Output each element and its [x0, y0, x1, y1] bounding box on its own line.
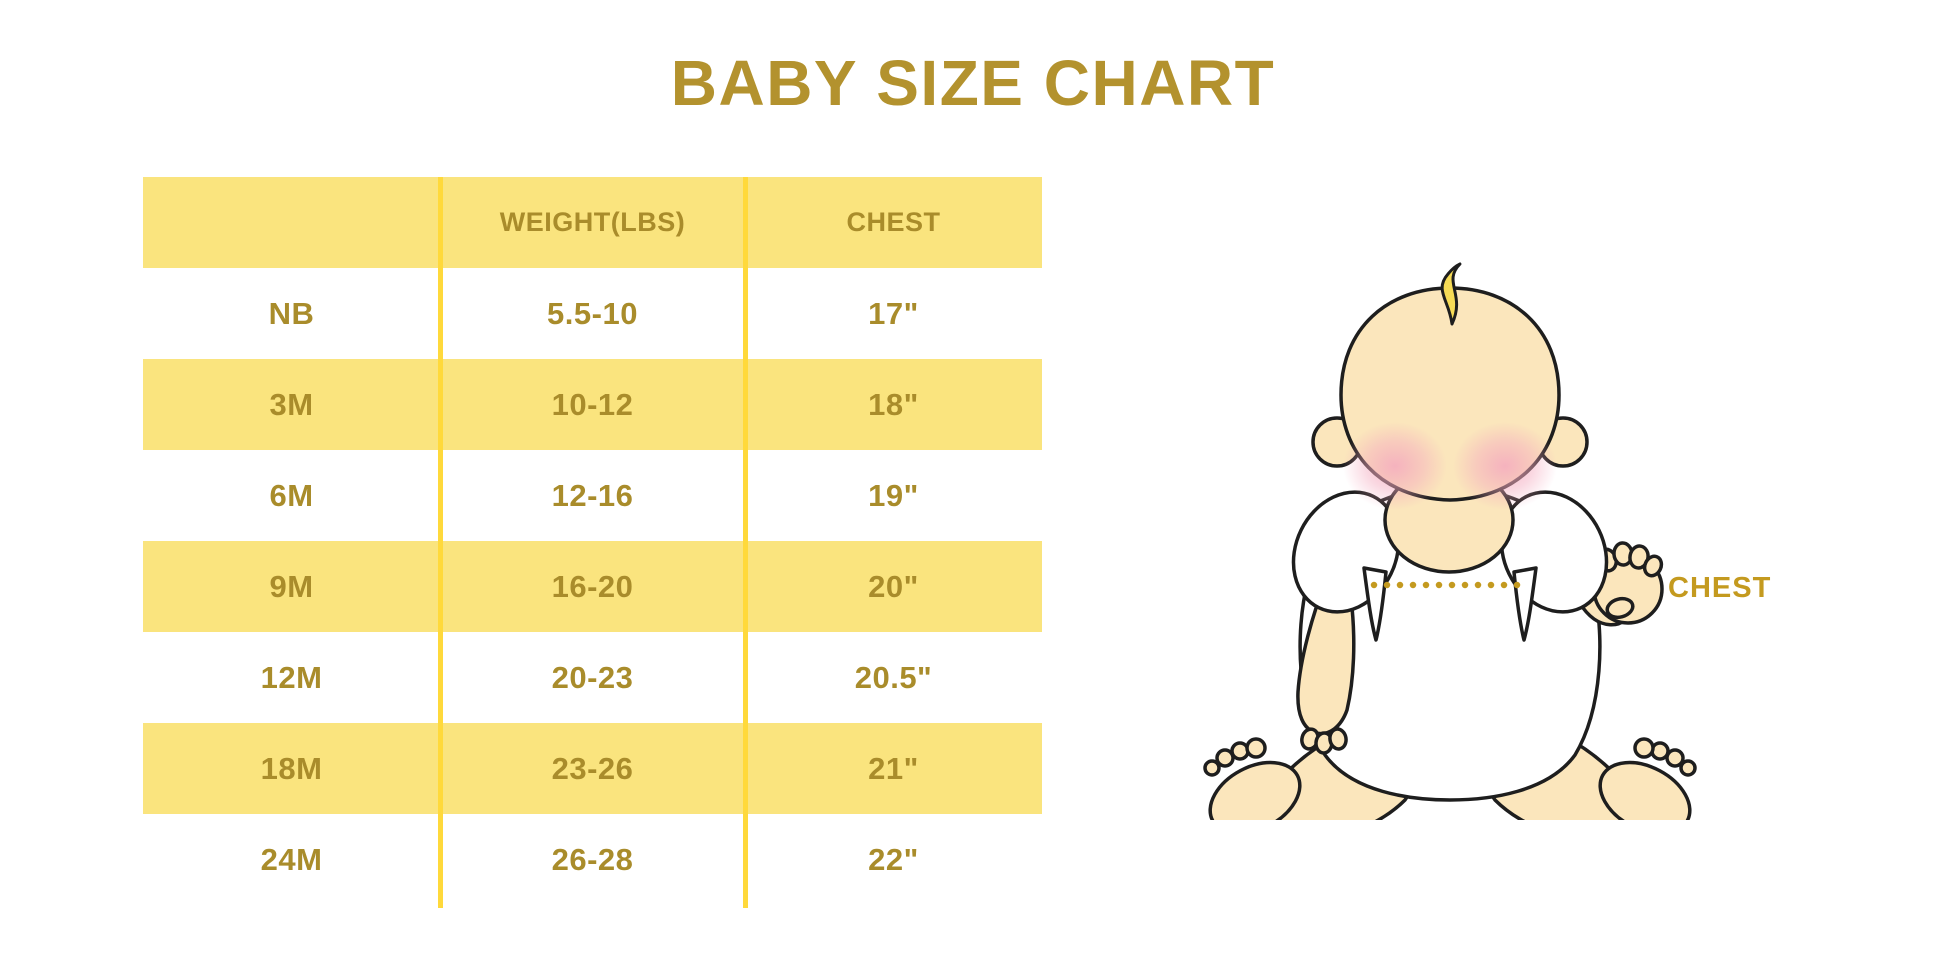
baby-drawing [1203, 262, 1697, 840]
chest-value: 21" [868, 750, 919, 786]
weight-value: 26-28 [551, 841, 634, 877]
chest-value: 17" [868, 295, 919, 331]
weight-value: 20-23 [551, 659, 634, 695]
table-header-row: WEIGHT(LBS) CHEST [143, 177, 1042, 268]
table-row: 12M 20-23 20.5" [143, 632, 1042, 723]
chest-value: 20" [868, 568, 919, 604]
weight-value: 10-12 [551, 386, 634, 422]
baby-illustration: CHEST [1150, 240, 1850, 840]
weight-value: 23-26 [551, 750, 634, 786]
chest-value: 19" [868, 477, 919, 513]
table-row: 24M 26-28 22" [143, 814, 1042, 905]
baby-hair-curl [1440, 262, 1462, 326]
chest-measurement-label: CHEST [1668, 572, 1772, 604]
weight-value: 12-16 [551, 477, 634, 513]
table-row: NB 5.5-10 17" [143, 268, 1042, 359]
table-column-divider [743, 177, 748, 908]
chest-value: 20.5" [854, 659, 933, 695]
baby-left-cheek-blush [1343, 422, 1447, 510]
weight-value: 16-20 [551, 568, 634, 604]
size-value: 18M [260, 750, 323, 786]
chest-value: 22" [868, 841, 919, 877]
table-row: 18M 23-26 21" [143, 723, 1042, 814]
baby-left-arm [1296, 578, 1356, 755]
baby-right-cheek-blush [1453, 422, 1557, 510]
size-value: 12M [260, 659, 323, 695]
size-value: 24M [260, 841, 323, 877]
header-weight: WEIGHT(LBS) [499, 207, 686, 237]
size-value: 9M [269, 568, 314, 604]
size-value: 3M [269, 386, 314, 422]
page-title: BABY SIZE CHART [670, 47, 1276, 119]
size-value: NB [268, 295, 315, 331]
table-row: 6M 12-16 19" [143, 450, 1042, 541]
header-chest: CHEST [846, 207, 941, 237]
size-table: WEIGHT(LBS) CHEST NB 5.5-10 17" 3M 10-12… [143, 177, 1042, 908]
table-row: 3M 10-12 18" [143, 359, 1042, 450]
header-size [143, 177, 440, 268]
table-column-divider [438, 177, 443, 908]
size-value: 6M [269, 477, 314, 513]
table-row: 9M 16-20 20" [143, 541, 1042, 632]
weight-value: 5.5-10 [547, 295, 638, 331]
chest-value: 18" [868, 386, 919, 422]
